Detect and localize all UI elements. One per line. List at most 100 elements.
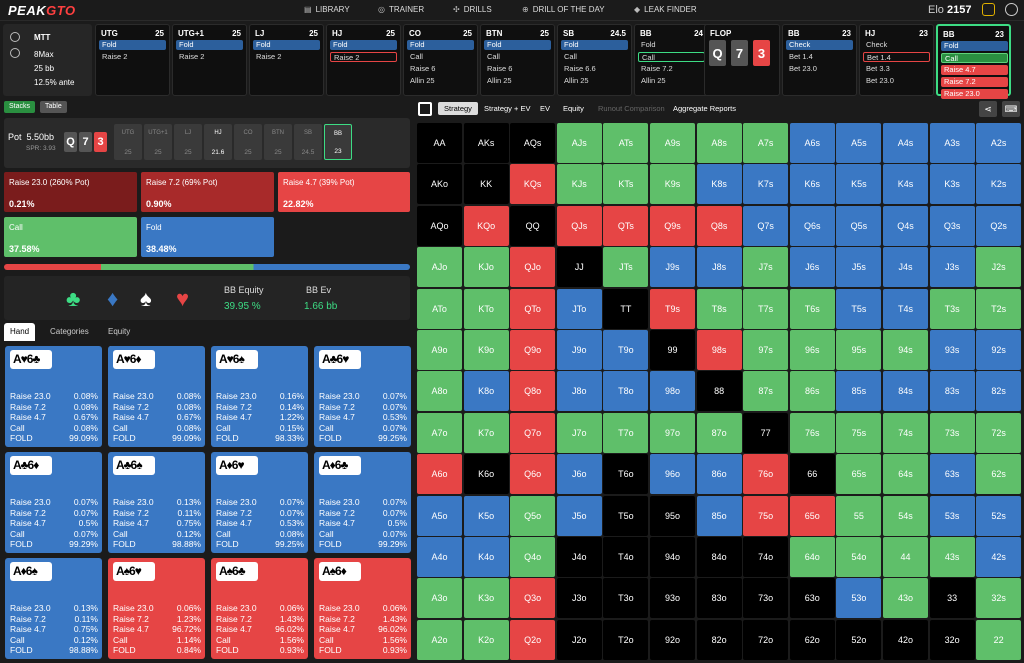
seat-action[interactable]: Fold	[484, 40, 551, 50]
mini-seat-co[interactable]: CO 25	[234, 124, 262, 160]
hand-cell-a6o[interactable]: A6o	[417, 454, 462, 495]
hand-cell-k5s[interactable]: K5s	[836, 164, 882, 205]
hand-cell-94s[interactable]: 94s	[883, 330, 928, 370]
hand-cell-63s[interactable]: 63s	[929, 454, 975, 495]
hand-cell-j4o[interactable]: J4o	[556, 537, 602, 577]
seat-action[interactable]: Call	[638, 52, 705, 62]
mini-seat-btn[interactable]: BTN 25	[264, 124, 292, 160]
tab-categories[interactable]: Categories	[50, 327, 89, 336]
hand-cell-k7s[interactable]: K7s	[743, 164, 789, 205]
seat-action[interactable]: Raise 2	[330, 52, 397, 62]
seat-action[interactable]: Allin 25	[487, 76, 512, 85]
hand-cell-t7o[interactable]: T7o	[603, 412, 649, 453]
seat-action[interactable]: Bet 23.0	[866, 76, 894, 85]
combo-card[interactable]: A♦6♣ Raise 23.0 0.07% Raise 7.2 0.07% Raise 4…	[314, 452, 411, 553]
hand-cell-k9o[interactable]: K9o	[463, 330, 509, 370]
hand-cell-43s[interactable]: 43s	[929, 537, 975, 577]
hand-cell-j2o[interactable]: J2o	[556, 619, 602, 660]
hand-cell-62o[interactable]: 62o	[789, 619, 835, 660]
hand-cell-54o[interactable]: 54o	[836, 537, 882, 577]
seat-action[interactable]: Raise 6	[487, 64, 513, 73]
hand-cell-85s[interactable]: 85s	[836, 371, 882, 412]
nav-drills[interactable]: ✣ DRILLS	[453, 5, 492, 14]
settings-icon[interactable]	[10, 32, 20, 42]
hand-cell-72o[interactable]: 72o	[743, 619, 789, 660]
hand-cell-98s[interactable]: 98s	[696, 330, 742, 370]
hand-cell-k8s[interactable]: K8s	[696, 164, 742, 205]
hand-cell-55[interactable]: 55	[836, 495, 882, 536]
mini-seat-lj[interactable]: LJ 25	[174, 124, 202, 160]
hand-cell-a6s[interactable]: A6s	[789, 123, 835, 163]
combo-card[interactable]: A♦6♠ Raise 23.0 0.13% Raise 7.2 0.11% Raise 4…	[5, 558, 102, 659]
hand-cell-j9s[interactable]: J9s	[650, 247, 695, 288]
hand-cell-t9s[interactable]: T9s	[650, 288, 695, 329]
hand-cell-kqo[interactable]: KQo	[463, 205, 509, 246]
seat-action[interactable]: Allin 25	[410, 76, 435, 85]
combo-card[interactable]: A♥6♣ Raise 23.0 0.08% Raise 7.2 0.08% Raise 4…	[5, 346, 102, 447]
hand-cell-82s[interactable]: 82s	[976, 371, 1022, 412]
hand-cell-a8s[interactable]: A8s	[696, 123, 742, 163]
seat-utgplus1-1[interactable]: UTG+1 25 Fold Raise 2	[172, 24, 247, 96]
hand-cell-k4o[interactable]: K4o	[463, 537, 509, 577]
tab-table[interactable]: Table	[40, 101, 67, 113]
hand-cell-j9o[interactable]: J9o	[556, 330, 602, 370]
hand-cell-72s[interactable]: 72s	[976, 412, 1022, 453]
combo-card[interactable]: A♣6♦ Raise 23.0 0.07% Raise 7.2 0.07% Raise 4…	[5, 452, 102, 553]
hand-cell-kto[interactable]: KTo	[463, 288, 509, 329]
hand-cell-54s[interactable]: 54s	[883, 495, 928, 536]
hand-cell-73o[interactable]: 73o	[743, 578, 789, 619]
combo-card[interactable]: A♥6♦ Raise 23.0 0.08% Raise 7.2 0.08% Raise 4…	[108, 346, 205, 447]
hand-cell-t7s[interactable]: T7s	[743, 288, 789, 329]
hand-cell-t3o[interactable]: T3o	[603, 578, 649, 619]
hand-cell-32s[interactable]: 32s	[976, 578, 1022, 619]
hand-cell-t2o[interactable]: T2o	[603, 619, 649, 660]
seat-action[interactable]: Fold	[176, 40, 243, 50]
seat-co-4[interactable]: CO 25 Fold Call Raise 6 Allin 25	[403, 24, 478, 96]
hand-cell-aqo[interactable]: AQo	[417, 205, 462, 246]
hand-cell-83s[interactable]: 83s	[929, 371, 975, 412]
hand-cell-jj[interactable]: JJ	[556, 247, 602, 288]
mini-seat-utgplus1[interactable]: UTG+1 25	[144, 124, 172, 160]
seat-action[interactable]: Bet 1.4	[789, 52, 813, 61]
hand-cell-52o[interactable]: 52o	[836, 619, 882, 660]
hand-cell-93o[interactable]: 93o	[650, 578, 695, 619]
hand-cell-j8o[interactable]: J8o	[556, 371, 602, 412]
hand-cell-66[interactable]: 66	[789, 454, 835, 495]
hand-cell-64s[interactable]: 64s	[883, 454, 928, 495]
hand-cell-62s[interactable]: 62s	[976, 454, 1022, 495]
hand-cell-76s[interactable]: 76s	[789, 412, 835, 453]
hand-cell-j3o[interactable]: J3o	[556, 578, 602, 619]
square-icon[interactable]	[418, 102, 432, 116]
hand-cell-97o[interactable]: 97o	[650, 412, 695, 453]
seat-bb-7[interactable]: BB 24 Fold Call Raise 7.2 Allin 25	[634, 24, 709, 96]
seat-action[interactable]: Bet 1.4	[863, 52, 930, 62]
chat-icon[interactable]	[982, 3, 995, 16]
hand-cell-q4s[interactable]: Q4s	[883, 205, 928, 246]
seat-action[interactable]: Raise 7.2	[641, 64, 673, 73]
hand-cell-a7s[interactable]: A7s	[743, 123, 789, 163]
seat-action[interactable]: Bet 3.3	[866, 64, 890, 73]
hand-cell-k6s[interactable]: K6s	[789, 164, 835, 205]
nav-leak-finder[interactable]: ◆ LEAK FINDER	[634, 5, 697, 14]
hand-cell-86o[interactable]: 86o	[696, 454, 742, 495]
hand-cell-42o[interactable]: 42o	[883, 619, 928, 660]
heart-icon[interactable]: ♥	[176, 286, 190, 311]
hand-cell-94o[interactable]: 94o	[650, 537, 695, 577]
seat-btn-5[interactable]: BTN 25 Fold Call Raise 6 Allin 25	[480, 24, 555, 96]
hand-cell-qjs[interactable]: QJs	[556, 205, 602, 246]
hand-cell-jts[interactable]: JTs	[603, 247, 649, 288]
seat-action[interactable]: Bet 23.0	[789, 64, 817, 73]
hand-cell-a3o[interactable]: A3o	[417, 578, 462, 619]
seat-action[interactable]: Fold	[561, 40, 628, 50]
hand-cell-64o[interactable]: 64o	[789, 537, 835, 577]
hand-cell-a4o[interactable]: A4o	[417, 537, 462, 577]
hand-cell-q2s[interactable]: Q2s	[976, 205, 1022, 246]
nav-trainer[interactable]: ◎ TRAINER	[378, 5, 425, 14]
hand-cell-t5o[interactable]: T5o	[603, 495, 649, 536]
hand-cell-88[interactable]: 88	[696, 371, 742, 412]
mini-seat-bb[interactable]: BB 23	[324, 124, 352, 160]
hand-cell-85o[interactable]: 85o	[696, 495, 742, 536]
hand-cell-a3s[interactable]: A3s	[929, 123, 975, 163]
hand-cell-a5s[interactable]: A5s	[836, 123, 882, 163]
hand-cell-83o[interactable]: 83o	[696, 578, 742, 619]
